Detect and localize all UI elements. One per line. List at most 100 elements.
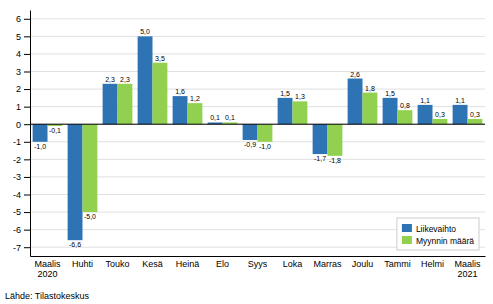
grid-line — [30, 53, 485, 54]
legend: Liikevaihto Myynnin määrä — [397, 218, 479, 250]
chart: -7-6-5-4-3-2-10123456Maalis2020HuhtiTouk… — [0, 0, 493, 304]
y-tick: 5 — [16, 32, 30, 42]
data-label: -1,7 — [314, 155, 326, 162]
data-label: 0,1 — [225, 114, 235, 121]
zero-line — [30, 124, 485, 125]
x-tick-label-line: Heinä — [176, 259, 200, 269]
bar — [243, 124, 258, 140]
bar — [33, 124, 48, 142]
x-tick-label-line: 2020 — [37, 269, 57, 279]
y-tick: 2 — [16, 84, 30, 94]
x-tick-label: Tammi — [384, 259, 411, 269]
x-tick-label: Touko — [105, 259, 129, 269]
data-label: 0,3 — [470, 111, 480, 118]
x-tick-label-line: Huhti — [72, 259, 93, 269]
y-tick: -1 — [13, 137, 30, 147]
grid-line — [30, 18, 485, 19]
x-tick-label-line: Loka — [283, 259, 303, 269]
grid-line — [30, 36, 485, 37]
grid-line — [30, 176, 485, 177]
data-label: 0,8 — [400, 102, 410, 109]
x-tick-label: Helmi — [421, 259, 444, 269]
x-tick-label: Syys — [248, 259, 268, 269]
x-tick-label-line: Maalis — [454, 259, 481, 269]
x-tick-label-line: Maalis — [34, 259, 61, 269]
data-label: 2,3 — [120, 76, 130, 83]
grid-line — [30, 71, 485, 72]
y-tick-mark — [24, 89, 30, 90]
y-tick-mark — [24, 72, 30, 73]
bar — [188, 103, 203, 124]
data-label: -1,8 — [329, 157, 341, 164]
data-label: 1,5 — [385, 90, 395, 97]
data-label: 2,3 — [105, 76, 115, 83]
x-tick-label-line: Joulu — [352, 259, 374, 269]
legend-item: Liikevaihto — [402, 224, 456, 234]
x-tick: Heinä — [176, 256, 200, 269]
bars — [33, 36, 483, 240]
y-tick: -5 — [13, 207, 30, 217]
y-tick-label: 3 — [16, 67, 21, 77]
bar — [313, 124, 328, 154]
y-tick-mark — [24, 54, 30, 55]
bar — [278, 98, 293, 124]
source-text: Lähde: Tilastokeskus — [5, 291, 90, 301]
data-label: 1,5 — [280, 90, 290, 97]
x-tick: Marras — [313, 256, 342, 269]
x-tick-label: Huhti — [72, 259, 93, 269]
y-tick-mark — [24, 230, 30, 231]
bar — [348, 79, 363, 125]
y-tick-mark — [24, 159, 30, 160]
bar-series — [48, 63, 483, 212]
x-tick-label: Marras — [313, 259, 342, 269]
y-tick: -6 — [13, 225, 30, 235]
legend-item: Myynnin määrä — [402, 236, 474, 246]
grid-line — [30, 89, 485, 90]
y-tick-label: -2 — [13, 155, 21, 165]
data-labels: -1,0-6,62,35,01,60,1-0,91,5-1,72,61,51,1… — [34, 28, 480, 248]
data-label: 0,1 — [210, 114, 220, 121]
legend-swatch — [402, 236, 412, 244]
y-tick-label: 4 — [16, 49, 21, 59]
x-tick-label: Elo — [216, 259, 229, 269]
y-tick: -4 — [13, 190, 30, 200]
bar-series — [33, 36, 468, 240]
y-tick-mark — [24, 107, 30, 108]
data-label: 2,6 — [350, 71, 360, 78]
data-label: -1,0 — [34, 143, 46, 150]
bar — [363, 93, 378, 125]
x-tick: Kesä — [142, 256, 163, 269]
data-label: 1,6 — [175, 88, 185, 95]
x-tick: Huhti — [72, 256, 93, 269]
x-tick: Maalis2021 — [454, 256, 481, 279]
x-tick-label-line: Marras — [313, 259, 342, 269]
x-tick-label-line: Tammi — [384, 259, 411, 269]
bar — [138, 36, 153, 124]
bar — [153, 63, 168, 125]
y-tick-label: -3 — [13, 172, 21, 182]
x-tick: Syys — [248, 256, 268, 269]
data-label: 0,3 — [435, 111, 445, 118]
grid-line — [30, 106, 485, 107]
x-tick: Maalis2020 — [34, 256, 61, 279]
bar — [433, 119, 448, 124]
x-tick-label: Maalis2020 — [34, 259, 61, 279]
data-label: -0,1 — [49, 127, 61, 134]
x-axis-line — [31, 256, 486, 257]
bar — [258, 124, 273, 142]
x-tick-label-line: Touko — [105, 259, 129, 269]
x-tick-label-line: Helmi — [421, 259, 444, 269]
y-tick-mark — [24, 177, 30, 178]
bar — [468, 119, 483, 124]
y-tick: 4 — [16, 49, 30, 59]
y-tick: 1 — [16, 102, 30, 112]
data-label: 3,5 — [155, 55, 165, 62]
data-label: 1,8 — [365, 85, 375, 92]
y-tick-mark — [24, 124, 30, 125]
x-tick: Joulu — [352, 256, 374, 269]
data-label: 5,0 — [140, 28, 150, 35]
y-tick: -3 — [13, 172, 30, 182]
x-tick-label: Loka — [283, 259, 303, 269]
bar — [118, 84, 133, 124]
bar — [398, 110, 413, 124]
